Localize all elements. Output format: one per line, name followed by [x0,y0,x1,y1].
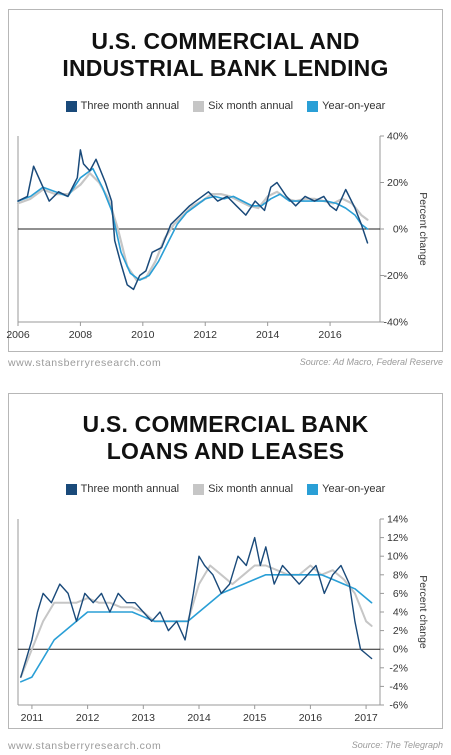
legend-swatch-six-month-2 [193,483,205,495]
legend-label-six-month-2: Six month annual [208,483,294,495]
y-tick-label: -6% [389,700,408,712]
chart-2-title: U.S. COMMERCIAL BANK LOANS AND LEASES [9,411,442,465]
chart-2-title-line-2: LOANS AND LEASES [106,438,345,464]
chart-2-legend: Three month annual Six month annual Year… [9,483,442,495]
x-tick-label: 2017 [354,712,378,724]
legend-swatch-three-month-2 [65,483,77,495]
y-axis-label: Percent change [417,575,429,649]
chart-panel-1: U.S. COMMERCIAL AND INDUSTRIAL BANK LEND… [6,9,443,352]
x-tick-label: 2014 [256,329,280,341]
y-tick-label: -20% [383,270,408,282]
legend-item-year-on-year-2: Year-on-year [307,483,385,495]
chart-1-plot: -40% -20% 0% 20% 40% 2006 2008 2010 2012 2014 2016… [6,131,429,342]
legend-item-three-month-2: Three month annual [65,483,180,495]
legend-item-six-month: Six month annual [193,100,293,112]
series-year-on-year-line [17,167,369,281]
y-tick-label: -4% [389,681,408,693]
footer-site-2: www.stansberryresearch.com [8,740,162,752]
x-tick-label: 2012 [194,329,218,341]
footer-source-1: Source: Ad Macro, Federal Reserve [299,357,443,367]
footer-source-2: Source: The Telegraph [351,740,443,750]
legend-swatch-six-month [193,100,205,112]
x-tick-label: 2013 [132,712,156,724]
x-tick-label: 2016 [299,712,323,724]
x-tick-label: 2015 [243,712,267,724]
chart-1-legend: Three month annual Six month annual Year… [9,100,442,112]
y-tick-label: -40% [383,317,408,329]
series-three-month-annual-line [17,149,369,291]
chart-1-title-line-2: INDUSTRIAL BANK LENDING [62,55,389,81]
legend-label-three-month-2: Three month annual [80,483,180,495]
legend-label-year-on-year: Year-on-year [322,100,386,112]
legend-item-year-on-year: Year-on-year [307,100,385,112]
x-tick-label: 2014 [187,712,211,724]
y-tick-label: 8% [393,569,408,581]
y-tick-label: 6% [393,588,408,600]
x-tick-label: 2008 [69,329,93,341]
series-six-month-annual-line [19,564,373,679]
footer-site-1: www.stansberryresearch.com [8,357,162,369]
chart-panel-2: U.S. COMMERCIAL BANK LOANS AND LEASES Th… [8,393,443,729]
chart-2-plot: -6% -4% -2% 0% 2% 4% 6% 8% 10% 12% 14% 2011 2012 2013… [17,514,429,724]
series-year-on-year-line [20,574,373,683]
legend-swatch-year-on-year [307,100,319,112]
x-tick-label: 2016 [318,329,342,341]
legend-label-six-month: Six month annual [208,100,294,112]
series-three-month-annual-line [20,536,373,678]
y-tick-label: -2% [389,662,408,674]
legend-swatch-three-month [65,100,77,112]
x-tick-label: 2012 [76,712,100,724]
y-tick-label: 20% [387,177,408,189]
chart-2-title-line-1: U.S. COMMERCIAL BANK [82,411,369,437]
y-tick-label: 10% [387,551,408,563]
y-axis-label: Percent change [417,192,429,266]
x-tick-label: 2011 [21,712,44,724]
y-tick-label: 14% [387,514,408,526]
legend-item-six-month-2: Six month annual [193,483,293,495]
series-six-month-annual-line [16,172,369,282]
x-tick-label: 2006 [6,329,30,341]
y-tick-label: 12% [387,532,408,544]
legend-label-year-on-year-2: Year-on-year [322,483,386,495]
chart-1-title-line-1: U.S. COMMERCIAL AND [91,28,360,54]
y-tick-label: 0% [393,224,408,236]
y-tick-label: 0% [393,644,408,656]
y-tick-label: 2% [393,625,408,637]
legend-swatch-year-on-year-2 [307,483,319,495]
legend-label-three-month: Three month annual [80,100,180,112]
chart-1-title: U.S. COMMERCIAL AND INDUSTRIAL BANK LEND… [9,28,442,82]
y-tick-label: 4% [393,607,408,619]
legend-item-three-month: Three month annual [65,100,180,112]
y-tick-label: 40% [387,131,408,143]
x-tick-label: 2010 [131,329,155,341]
